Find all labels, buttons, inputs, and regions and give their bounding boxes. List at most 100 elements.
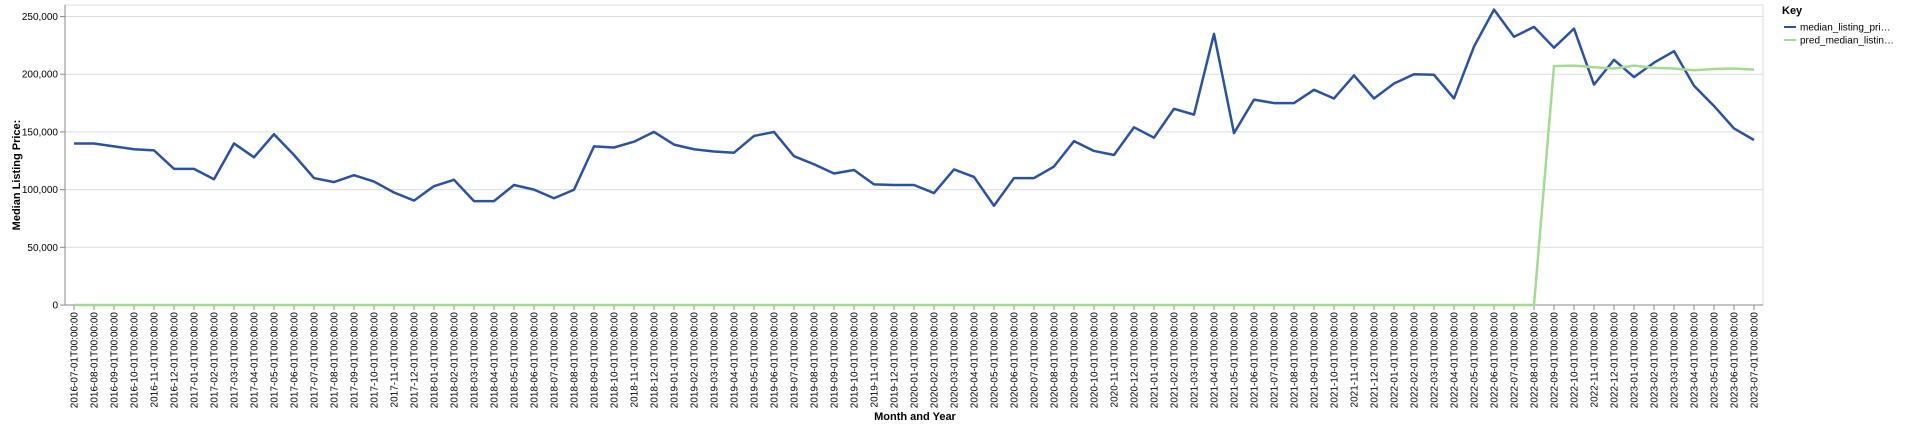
x-tick-label: 2017-11-01T00:00:00 [390,312,401,408]
x-tick-label: 2022-08-01T00:00:00 [1530,312,1541,409]
x-tick-label: 2018-06-01T00:00:00 [530,312,541,409]
x-tick-label: 2017-01-01T00:00:00 [190,312,201,409]
x-tick-label: 2022-03-01T00:00:00 [1430,312,1441,409]
x-tick-label: 2020-10-01T00:00:00 [1090,312,1101,409]
x-tick-label: 2017-03-01T00:00:00 [230,312,241,409]
x-tick-label: 2019-02-01T00:00:00 [690,312,701,409]
x-tick-label: 2020-08-01T00:00:00 [1050,312,1061,409]
x-tick-label: 2020-01-01T00:00:00 [910,312,921,409]
x-tick-label: 2018-05-01T00:00:00 [510,312,521,409]
y-tick-label: 200,000 [22,70,59,81]
y-tick-label: 150,000 [22,127,59,138]
x-tick-label: 2019-04-01T00:00:00 [730,312,741,409]
x-tick-label: 2017-06-01T00:00:00 [290,312,301,409]
x-tick-label: 2022-01-01T00:00:00 [1390,312,1401,409]
x-tick-label: 2019-10-01T00:00:00 [850,312,861,409]
y-tick-label: 250,000 [22,12,59,23]
x-tick-label: 2020-05-01T00:00:00 [990,312,1001,409]
x-tick-label: 2017-10-01T00:00:00 [370,312,381,409]
x-tick-label: 2023-05-01T00:00:00 [1710,312,1721,409]
x-tick-label: 2016-07-01T00:00:00 [70,312,81,409]
series-line [74,8,1755,208]
x-tick-label: 2023-03-01T00:00:00 [1670,312,1681,409]
x-tick-label: 2020-12-01T00:00:00 [1130,312,1141,409]
x-tick-label: 2018-08-01T00:00:00 [570,312,581,409]
x-tick-label: 2020-09-01T00:00:00 [1070,312,1081,409]
x-tick-label: 2016-11-01T00:00:00 [150,312,161,408]
x-tick-label: 2021-05-01T00:00:00 [1230,312,1241,409]
x-tick-label: 2016-10-01T00:00:00 [130,312,141,409]
x-tick-label: 2021-11-01T00:00:00 [1350,312,1361,408]
x-tick-label: 2018-04-01T00:00:00 [490,312,501,409]
x-tick-label: 2016-08-01T00:00:00 [90,312,101,409]
y-tick-label: 100,000 [22,185,59,196]
x-tick-label: 2020-07-01T00:00:00 [1030,312,1041,409]
series-line [74,64,1755,307]
x-tick-label: 2018-10-01T00:00:00 [610,312,621,409]
x-tick-label: 2023-02-01T00:00:00 [1650,312,1661,409]
legend-title: Key [1782,5,1803,17]
x-tick-label: 2022-05-01T00:00:00 [1470,312,1481,409]
x-tick-label: 2019-12-01T00:00:00 [890,312,901,409]
x-tick-label: 2021-06-01T00:00:00 [1250,312,1261,409]
x-tick-label: 2022-11-01T00:00:00 [1590,312,1601,408]
x-tick-label: 2017-09-01T00:00:00 [350,312,361,409]
x-tick-label: 2018-09-01T00:00:00 [590,312,601,409]
x-tick-label: 2018-12-01T00:00:00 [650,312,661,409]
x-tick-label: 2017-08-01T00:00:00 [330,312,341,409]
x-tick-label: 2019-09-01T00:00:00 [830,312,841,409]
x-tick-label: 2021-01-01T00:00:00 [1150,312,1161,409]
x-tick-label: 2018-02-01T00:00:00 [450,312,461,409]
x-tick-label: 2021-07-01T00:00:00 [1270,312,1281,409]
x-tick-label: 2022-06-01T00:00:00 [1490,312,1501,409]
x-tick-label: 2018-11-01T00:00:00 [630,312,641,408]
x-tick-label: 2021-09-01T00:00:00 [1310,312,1321,409]
x-tick-label: 2018-01-01T00:00:00 [430,312,441,409]
y-tick-label: 0 [52,301,58,312]
x-tick-label: 2022-07-01T00:00:00 [1510,312,1521,409]
x-tick-label: 2021-04-01T00:00:00 [1210,312,1221,409]
legend-label: median_listing_pri… [1800,23,1891,34]
x-tick-label: 2017-02-01T00:00:00 [210,312,221,409]
x-tick-label: 2017-05-01T00:00:00 [270,312,281,409]
x-tick-label: 2021-08-01T00:00:00 [1290,312,1301,409]
x-tick-label: 2022-12-01T00:00:00 [1610,312,1621,409]
x-tick-label: 2018-03-01T00:00:00 [470,312,481,409]
x-tick-label: 2022-10-01T00:00:00 [1570,312,1581,409]
x-tick-label: 2020-02-01T00:00:00 [930,312,941,409]
x-tick-label: 2019-08-01T00:00:00 [810,312,821,409]
x-tick-label: 2019-06-01T00:00:00 [770,312,781,409]
x-tick-label: 2022-02-01T00:00:00 [1410,312,1421,409]
x-tick-label: 2023-06-01T00:00:00 [1730,312,1741,409]
y-axis-title: Median Listing Price: [11,120,23,231]
x-tick-label: 2021-02-01T00:00:00 [1170,312,1181,409]
x-tick-label: 2016-12-01T00:00:00 [170,312,181,409]
x-tick-label: 2017-04-01T00:00:00 [250,312,261,409]
x-axis-title: Month and Year [874,411,956,423]
x-tick-label: 2021-12-01T00:00:00 [1370,312,1381,409]
x-tick-label: 2020-03-01T00:00:00 [950,312,961,409]
x-tick-label: 2017-07-01T00:00:00 [310,312,321,409]
x-tick-label: 2019-03-01T00:00:00 [710,312,721,409]
y-tick-label: 50,000 [27,243,58,254]
x-tick-label: 2023-04-01T00:00:00 [1690,312,1701,409]
x-tick-label: 2019-11-01T00:00:00 [870,312,881,408]
x-tick-label: 2016-09-01T00:00:00 [110,312,121,409]
x-tick-label: 2020-04-01T00:00:00 [970,312,981,409]
x-tick-label: 2017-12-01T00:00:00 [410,312,421,409]
legend-label: pred_median_listin… [1800,36,1894,47]
plot-frame [64,4,1764,306]
x-tick-label: 2023-01-01T00:00:00 [1630,312,1641,409]
x-tick-label: 2020-06-01T00:00:00 [1010,312,1021,409]
x-tick-label: 2023-07-01T00:00:00 [1750,312,1761,409]
x-tick-label: 2021-03-01T00:00:00 [1190,312,1201,409]
x-tick-label: 2020-11-01T00:00:00 [1110,312,1121,408]
x-tick-label: 2019-07-01T00:00:00 [790,312,801,409]
x-tick-label: 2019-01-01T00:00:00 [670,312,681,409]
x-tick-label: 2021-10-01T00:00:00 [1330,312,1341,409]
x-tick-label: 2019-05-01T00:00:00 [750,312,761,409]
x-tick-label: 2022-04-01T00:00:00 [1450,312,1461,409]
x-tick-label: 2018-07-01T00:00:00 [550,312,561,409]
x-tick-label: 2022-09-01T00:00:00 [1550,312,1561,409]
